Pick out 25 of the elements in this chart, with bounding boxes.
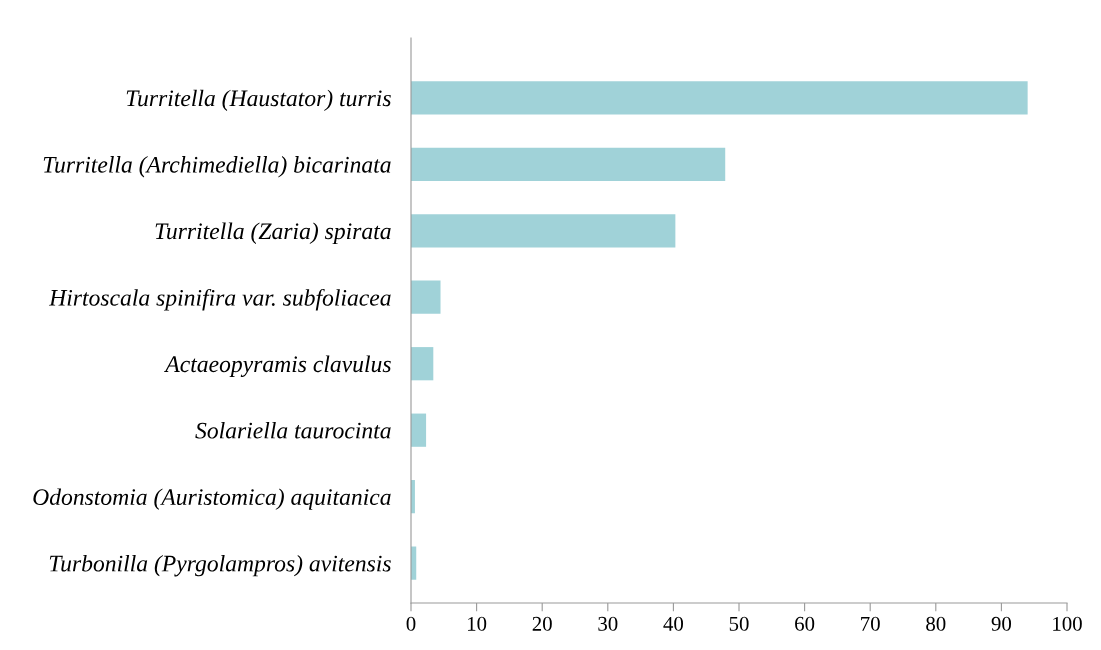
y-tick-label: Turritella (Archimediella) bicarinata <box>43 156 391 178</box>
y-tick-label: Turbonilla (Pyrgolampros) avitensis <box>49 554 391 577</box>
x-tick-label: 100 <box>1053 616 1082 631</box>
y-tick-label: Turritella (Zaria) spirata <box>155 222 391 244</box>
y-tick-label: Turritella (Haustator) turris <box>126 89 391 112</box>
x-tick-label: 0 <box>406 616 416 631</box>
x-tick-label: 40 <box>663 616 684 631</box>
bar <box>411 147 726 181</box>
y-tick-label: Solariella taurocinta <box>195 421 391 439</box>
bar <box>411 280 441 314</box>
bar <box>411 347 434 381</box>
x-tick-label: 80 <box>926 616 946 631</box>
x-tick-label: 90 <box>991 616 1012 631</box>
y-tick-label: Actaeopyramis clavulus <box>164 355 391 377</box>
x-tick-label: 60 <box>795 616 815 631</box>
x-tick-label: 70 <box>861 616 880 631</box>
x-tick-label: 10 <box>468 616 487 631</box>
bar <box>411 214 676 248</box>
x-tick-label: 30 <box>598 616 618 631</box>
bar <box>411 413 427 447</box>
x-tick-label: 50 <box>729 616 749 631</box>
y-tick-label: Hirtoscala spinifira var. subfoliacea <box>48 288 391 311</box>
x-tick-label: 20 <box>532 616 552 631</box>
y-tick-label: Odonstomia (Auristomica) aquitanica <box>33 488 391 510</box>
bar <box>411 81 1028 115</box>
